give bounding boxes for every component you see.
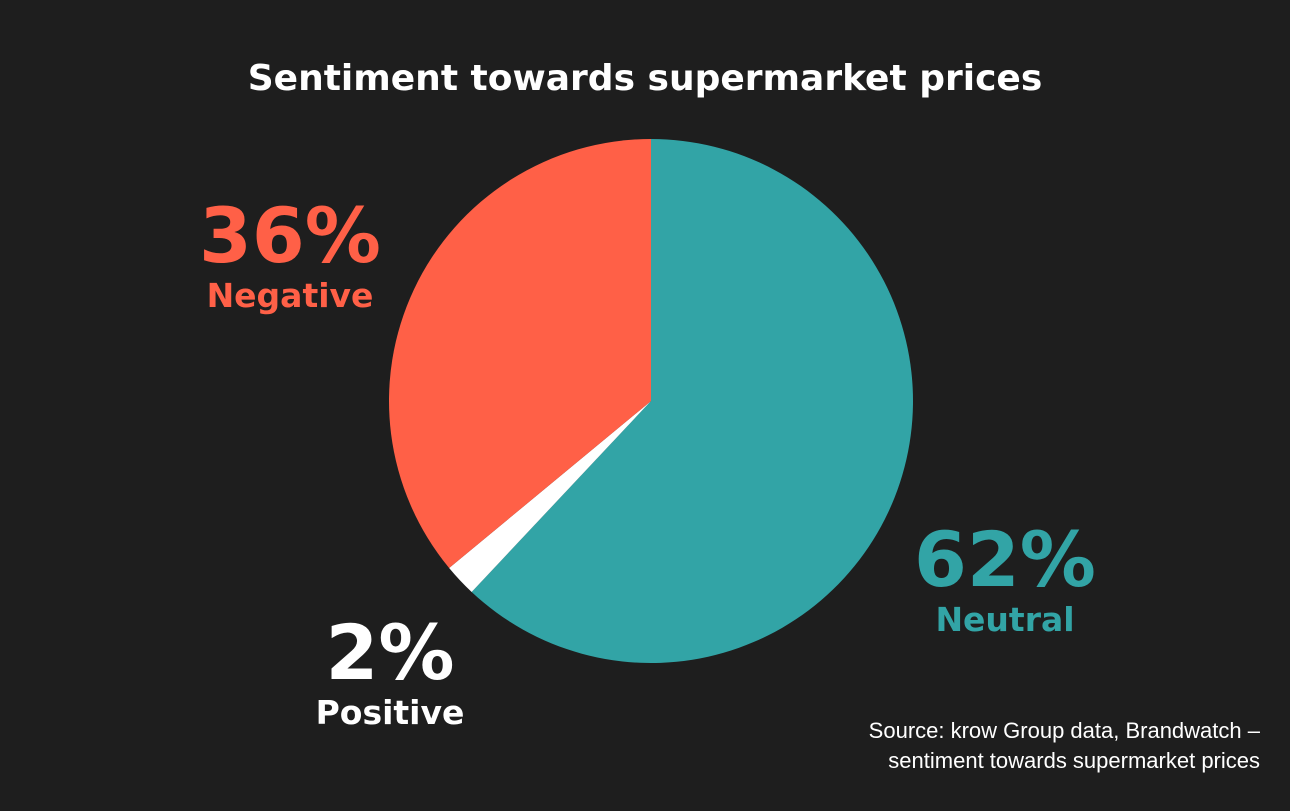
negative-percent: 36% <box>199 191 381 280</box>
source-line-1: Source: krow Group data, Brandwatch – <box>868 718 1260 743</box>
pie-slice-positive <box>449 401 651 592</box>
positive-label: 2% Positive <box>290 613 490 733</box>
positive-percent: 2% <box>325 608 455 697</box>
source-note: Source: krow Group data, Brandwatch – se… <box>869 716 1260 776</box>
neutral-label: 62% Neutral <box>905 520 1105 640</box>
source-line-2: sentiment towards supermarket prices <box>888 748 1260 773</box>
chart-title: Sentiment towards supermarket prices <box>247 58 1043 99</box>
positive-name: Positive <box>315 693 465 732</box>
negative-name: Negative <box>206 276 374 315</box>
neutral-percent: 62% <box>914 515 1096 604</box>
pie-slice-neutral <box>471 139 913 663</box>
neutral-name: Neutral <box>935 600 1075 639</box>
negative-label: 36% Negative <box>190 196 390 316</box>
pie-slice-negative <box>389 138 651 569</box>
